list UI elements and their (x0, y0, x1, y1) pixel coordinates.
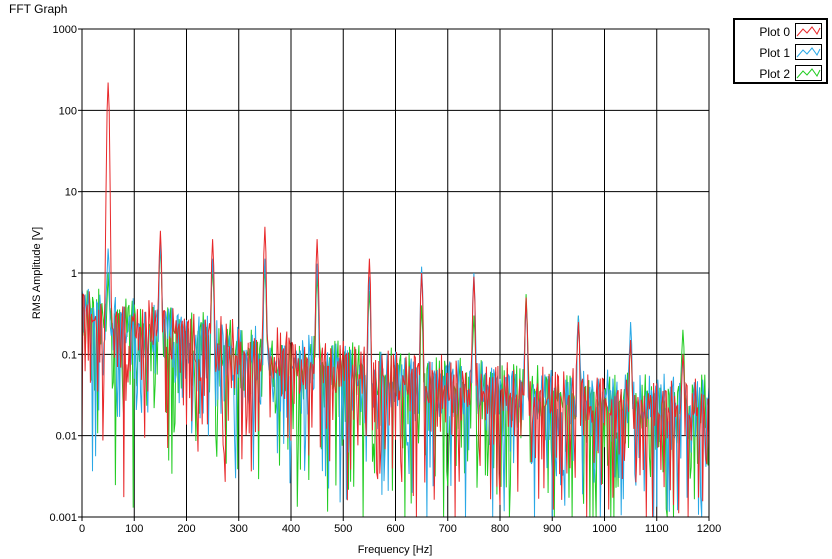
legend-swatch-icon (795, 44, 822, 60)
y-tick-label: 1000 (53, 24, 77, 36)
legend-label: Plot 0 (759, 25, 790, 39)
legend-item-plot-1[interactable]: Plot 1 (735, 43, 826, 63)
y-tick-label: 0.001 (49, 512, 77, 524)
x-tick-label: 100 (125, 523, 143, 535)
x-tick-label: 300 (230, 523, 248, 535)
series-layer (81, 82, 710, 518)
x-tick-label: 400 (282, 523, 300, 535)
x-tick-label: 900 (543, 523, 561, 535)
legend-label: Plot 2 (759, 67, 790, 81)
series-line-plot-2 (81, 245, 710, 518)
x-tick-label: 500 (334, 523, 352, 535)
x-tick-label: 0 (79, 523, 85, 535)
y-tick-label: 10 (65, 187, 77, 199)
legend-label: Plot 1 (759, 46, 790, 60)
x-axis-ticks: 0 100 200 300 400 500 600 700 800 900 1000 1100 1200 (79, 517, 721, 535)
y-axis-ticks: 0.001 0.01 0.1 1 10 100 1000 (49, 24, 82, 524)
y-tick-label: 0.1 (62, 349, 77, 361)
y-tick-label: 1 (71, 268, 77, 280)
legend[interactable]: Plot 0 Plot 1 Plot 2 (733, 18, 828, 84)
y-tick-label: 0.01 (56, 431, 77, 443)
chart-title: FFT Graph (9, 2, 68, 16)
x-tick-label: 600 (386, 523, 404, 535)
y-axis-label: RMS Amplitude [V] (31, 227, 43, 319)
x-tick-label: 200 (177, 523, 195, 535)
x-tick-label: 1100 (645, 523, 669, 535)
legend-item-plot-2[interactable]: Plot 2 (735, 64, 826, 84)
legend-swatch-icon (795, 65, 822, 81)
y-tick-label: 100 (59, 105, 77, 117)
legend-swatch-icon (795, 23, 822, 39)
x-tick-label: 800 (491, 523, 509, 535)
series-line-plot-0 (81, 82, 710, 518)
x-tick-label: 1000 (592, 523, 616, 535)
x-tick-label: 700 (439, 523, 457, 535)
x-axis-label: Frequency [Hz] (358, 544, 433, 556)
series-line-plot-1 (81, 240, 710, 518)
legend-item-plot-0[interactable]: Plot 0 (735, 22, 826, 42)
x-tick-label: 1200 (697, 523, 721, 535)
